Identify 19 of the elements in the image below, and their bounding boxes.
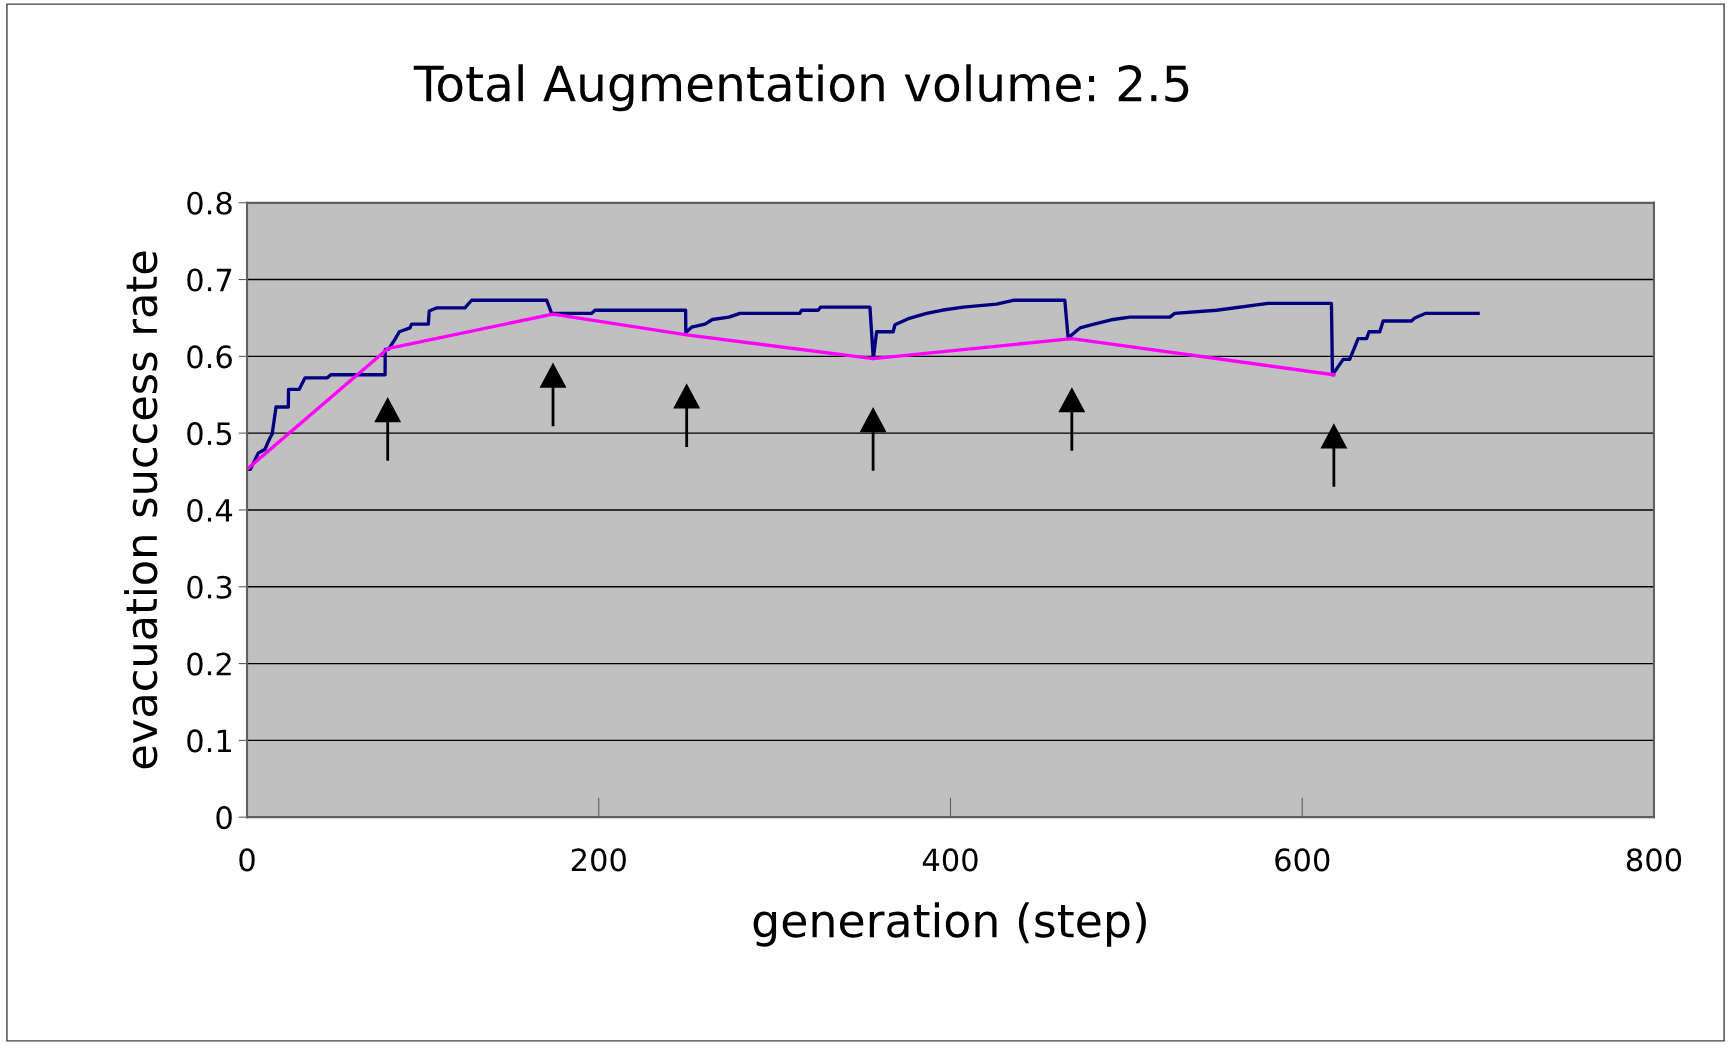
- x-tick-label: 400: [922, 848, 978, 872]
- x-tick-label: 600: [1275, 848, 1330, 872]
- line-series: [247, 312, 1336, 471]
- x-axis-title: generation (step): [753, 902, 1146, 947]
- line-series: [247, 298, 1480, 471]
- chart-title: Total Augmentation volume: 2.5: [413, 64, 1189, 112]
- y-tick-label: 0: [216, 806, 232, 830]
- y-tick-label: 0.7: [187, 268, 232, 292]
- y-tick-label: 0.2: [187, 652, 231, 676]
- y-tick-label: 0.1: [187, 729, 231, 753]
- x-tick-label: 0: [239, 848, 255, 872]
- x-tick-label: 800: [1626, 848, 1682, 872]
- y-tick-label: 0.4: [187, 498, 233, 522]
- x-tick-label: 200: [571, 848, 626, 872]
- y-tick-label: 0.3: [187, 575, 232, 599]
- y-tick-label: 0.6: [187, 345, 232, 369]
- y-tick-label: 0.5: [187, 422, 232, 446]
- y-tick-label: 0.8: [187, 191, 232, 215]
- y-axis-title: evacuation success rate: [124, 251, 158, 769]
